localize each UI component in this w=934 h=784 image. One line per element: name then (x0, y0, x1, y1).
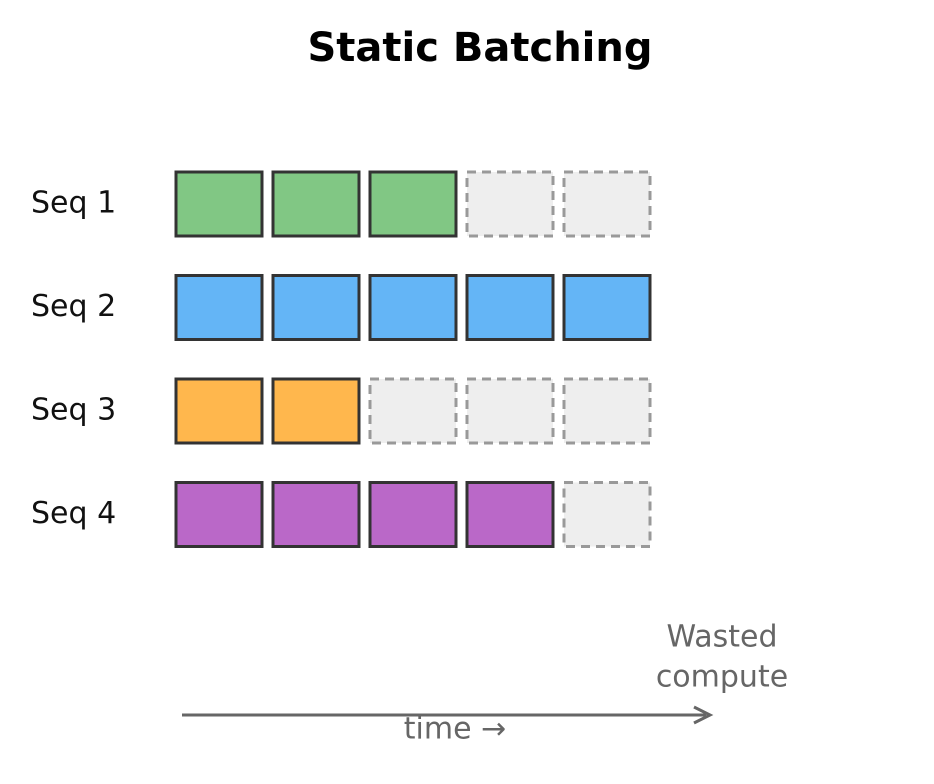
token (271, 170, 361, 238)
token-row (174, 481, 652, 548)
time-arrow-head (693, 705, 714, 725)
token-row (174, 274, 652, 341)
row-label: Seq 1 (31, 186, 116, 221)
annotation: Wasted (666, 620, 777, 655)
token (174, 170, 264, 238)
token (368, 274, 458, 341)
token (271, 481, 361, 548)
token (174, 481, 264, 548)
title: Static Batching (308, 25, 653, 71)
token (271, 377, 361, 445)
token-row (174, 377, 652, 445)
padding-slot (465, 377, 555, 445)
padding-slot (465, 170, 555, 238)
annotation: compute (656, 660, 788, 695)
row-label: Seq 4 (31, 496, 116, 531)
token (465, 481, 555, 548)
padding-slot (562, 170, 652, 238)
padding-slot (562, 377, 652, 445)
token (368, 170, 458, 238)
token (465, 274, 555, 341)
token (562, 274, 652, 341)
token-row (174, 170, 652, 238)
token (174, 274, 264, 341)
row-label: Seq 2 (31, 289, 116, 324)
padding-slot (368, 377, 458, 445)
axis-label: time → (404, 712, 506, 747)
token (271, 274, 361, 341)
padding-slot (562, 481, 652, 548)
token (368, 481, 458, 548)
token (174, 377, 264, 445)
row-label: Seq 3 (31, 393, 116, 428)
